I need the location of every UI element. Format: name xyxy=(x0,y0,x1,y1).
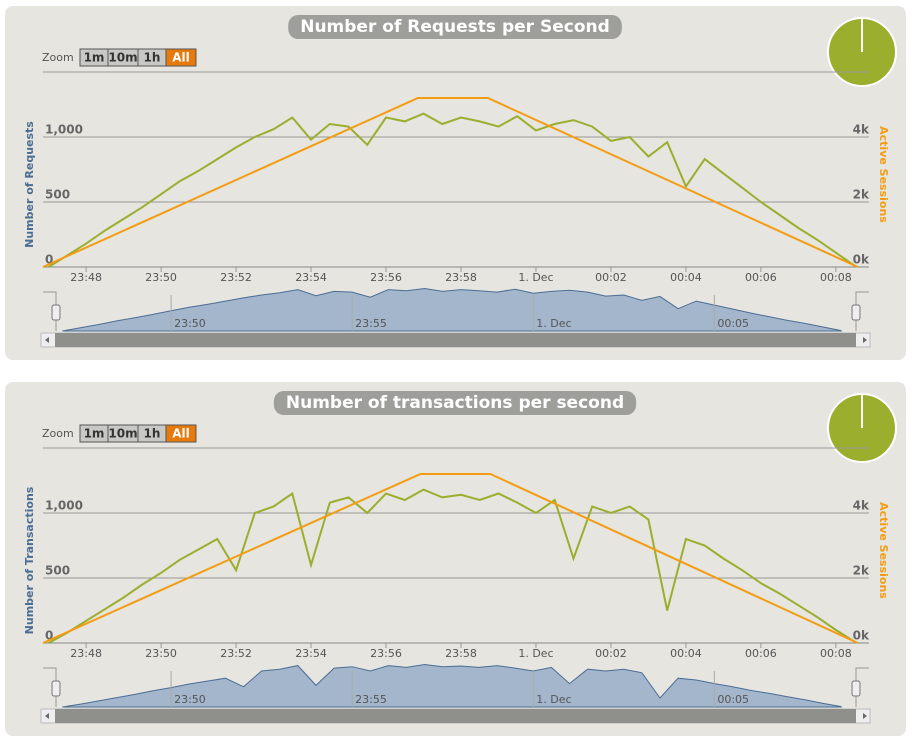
x-tick-label: 00:08 xyxy=(820,271,852,284)
y2-tick-label: 0k xyxy=(853,629,870,643)
title-pill xyxy=(288,15,622,39)
x-tick-label: 23:56 xyxy=(370,647,402,660)
y2-tick-label: 2k xyxy=(853,188,870,202)
chart-title: Number of Requests per Second xyxy=(300,17,610,37)
zoom-button-label[interactable]: 1h xyxy=(144,51,161,65)
y-tick-label: 1,000 xyxy=(45,499,83,513)
x-tick-label: 23:58 xyxy=(445,271,477,284)
scrollbar-thumb[interactable] xyxy=(55,709,856,723)
x-tick-label: 23:52 xyxy=(220,271,252,284)
navigator-tick-label: 23:55 xyxy=(355,317,387,330)
series-line xyxy=(48,112,856,268)
x-tick-label: 23:52 xyxy=(220,647,252,660)
y2-tick-label: 4k xyxy=(853,499,870,513)
x-tick-label: 00:08 xyxy=(820,647,852,660)
x-tick-label: 00:06 xyxy=(745,271,777,284)
x-tick-label: 00:04 xyxy=(670,271,702,284)
zoom-button-label[interactable]: 1m xyxy=(84,51,105,65)
panel xyxy=(5,6,906,360)
y-tick-label: 500 xyxy=(45,564,70,578)
zoom-button-label[interactable]: All xyxy=(172,427,190,441)
navigator-tick-label: 00:05 xyxy=(717,317,749,330)
y-tick-label: 1,000 xyxy=(45,123,83,137)
y2-tick-label: 2k xyxy=(853,564,870,578)
navigator-handle[interactable] xyxy=(51,304,61,321)
scroll-arrow-left[interactable] xyxy=(45,337,49,343)
x-tick-label: 23:54 xyxy=(295,271,327,284)
x-tick-label: 23:50 xyxy=(145,647,177,660)
panel xyxy=(5,382,906,736)
zoom-button[interactable] xyxy=(165,48,197,67)
y-tick-label: 0 xyxy=(45,253,53,267)
y2-tick-label: 0k xyxy=(853,253,870,267)
x-tick-label: 23:50 xyxy=(145,271,177,284)
x-tick-label: 23:48 xyxy=(70,271,102,284)
navigator-tick-label: 1. Dec xyxy=(536,317,571,330)
x-tick-label: 1. Dec xyxy=(518,271,553,284)
x-tick-label: 1. Dec xyxy=(518,647,553,660)
y2-axis-title: Active Sessions xyxy=(877,126,890,223)
zoom-label: Zoom xyxy=(42,51,74,64)
title-pill xyxy=(273,391,637,415)
navigator-tick-label: 23:50 xyxy=(174,693,206,706)
navigator-tick-label: 23:55 xyxy=(355,693,387,706)
navigator-area xyxy=(62,287,842,332)
zoom-label: Zoom xyxy=(42,427,74,440)
navigator-handle[interactable] xyxy=(851,680,861,697)
x-tick-label: 23:54 xyxy=(295,647,327,660)
series-line xyxy=(42,473,859,644)
y2-tick-label: 4k xyxy=(853,123,870,137)
y-tick-label: 0 xyxy=(45,629,53,643)
y-tick-label: 500 xyxy=(45,188,70,202)
x-tick-label: 00:02 xyxy=(595,271,627,284)
scroll-arrow-left[interactable] xyxy=(45,713,49,719)
navigator-tick-label: 1. Dec xyxy=(536,693,571,706)
x-tick-label: 00:06 xyxy=(745,647,777,660)
zoom-button[interactable] xyxy=(165,424,197,443)
series-line xyxy=(42,97,859,268)
y-axis-title: Number of Requests xyxy=(23,121,36,248)
zoom-button-label[interactable]: 10m xyxy=(108,427,137,441)
navigator-handle[interactable] xyxy=(851,304,861,321)
series-line xyxy=(48,488,856,644)
y-axis-title: Number of Transactions xyxy=(23,486,36,634)
x-tick-label: 23:58 xyxy=(445,647,477,660)
x-tick-label: 00:04 xyxy=(670,647,702,660)
x-tick-label: 23:48 xyxy=(70,647,102,660)
navigator-tick-label: 00:05 xyxy=(717,693,749,706)
x-tick-label: 00:02 xyxy=(595,647,627,660)
zoom-button-label[interactable]: 1m xyxy=(84,427,105,441)
zoom-button-label[interactable]: 10m xyxy=(108,51,137,65)
y2-axis-title: Active Sessions xyxy=(877,502,890,599)
scroll-arrow-right[interactable] xyxy=(863,713,867,719)
navigator-area xyxy=(62,663,842,708)
navigator-tick-label: 23:50 xyxy=(174,317,206,330)
x-tick-label: 23:56 xyxy=(370,271,402,284)
scroll-arrow-right[interactable] xyxy=(863,337,867,343)
zoom-button-label[interactable]: All xyxy=(172,51,190,65)
chart-title: Number of transactions per second xyxy=(286,393,624,413)
zoom-button-label[interactable]: 1h xyxy=(144,427,161,441)
navigator-handle[interactable] xyxy=(51,680,61,697)
scrollbar-thumb[interactable] xyxy=(55,333,856,347)
